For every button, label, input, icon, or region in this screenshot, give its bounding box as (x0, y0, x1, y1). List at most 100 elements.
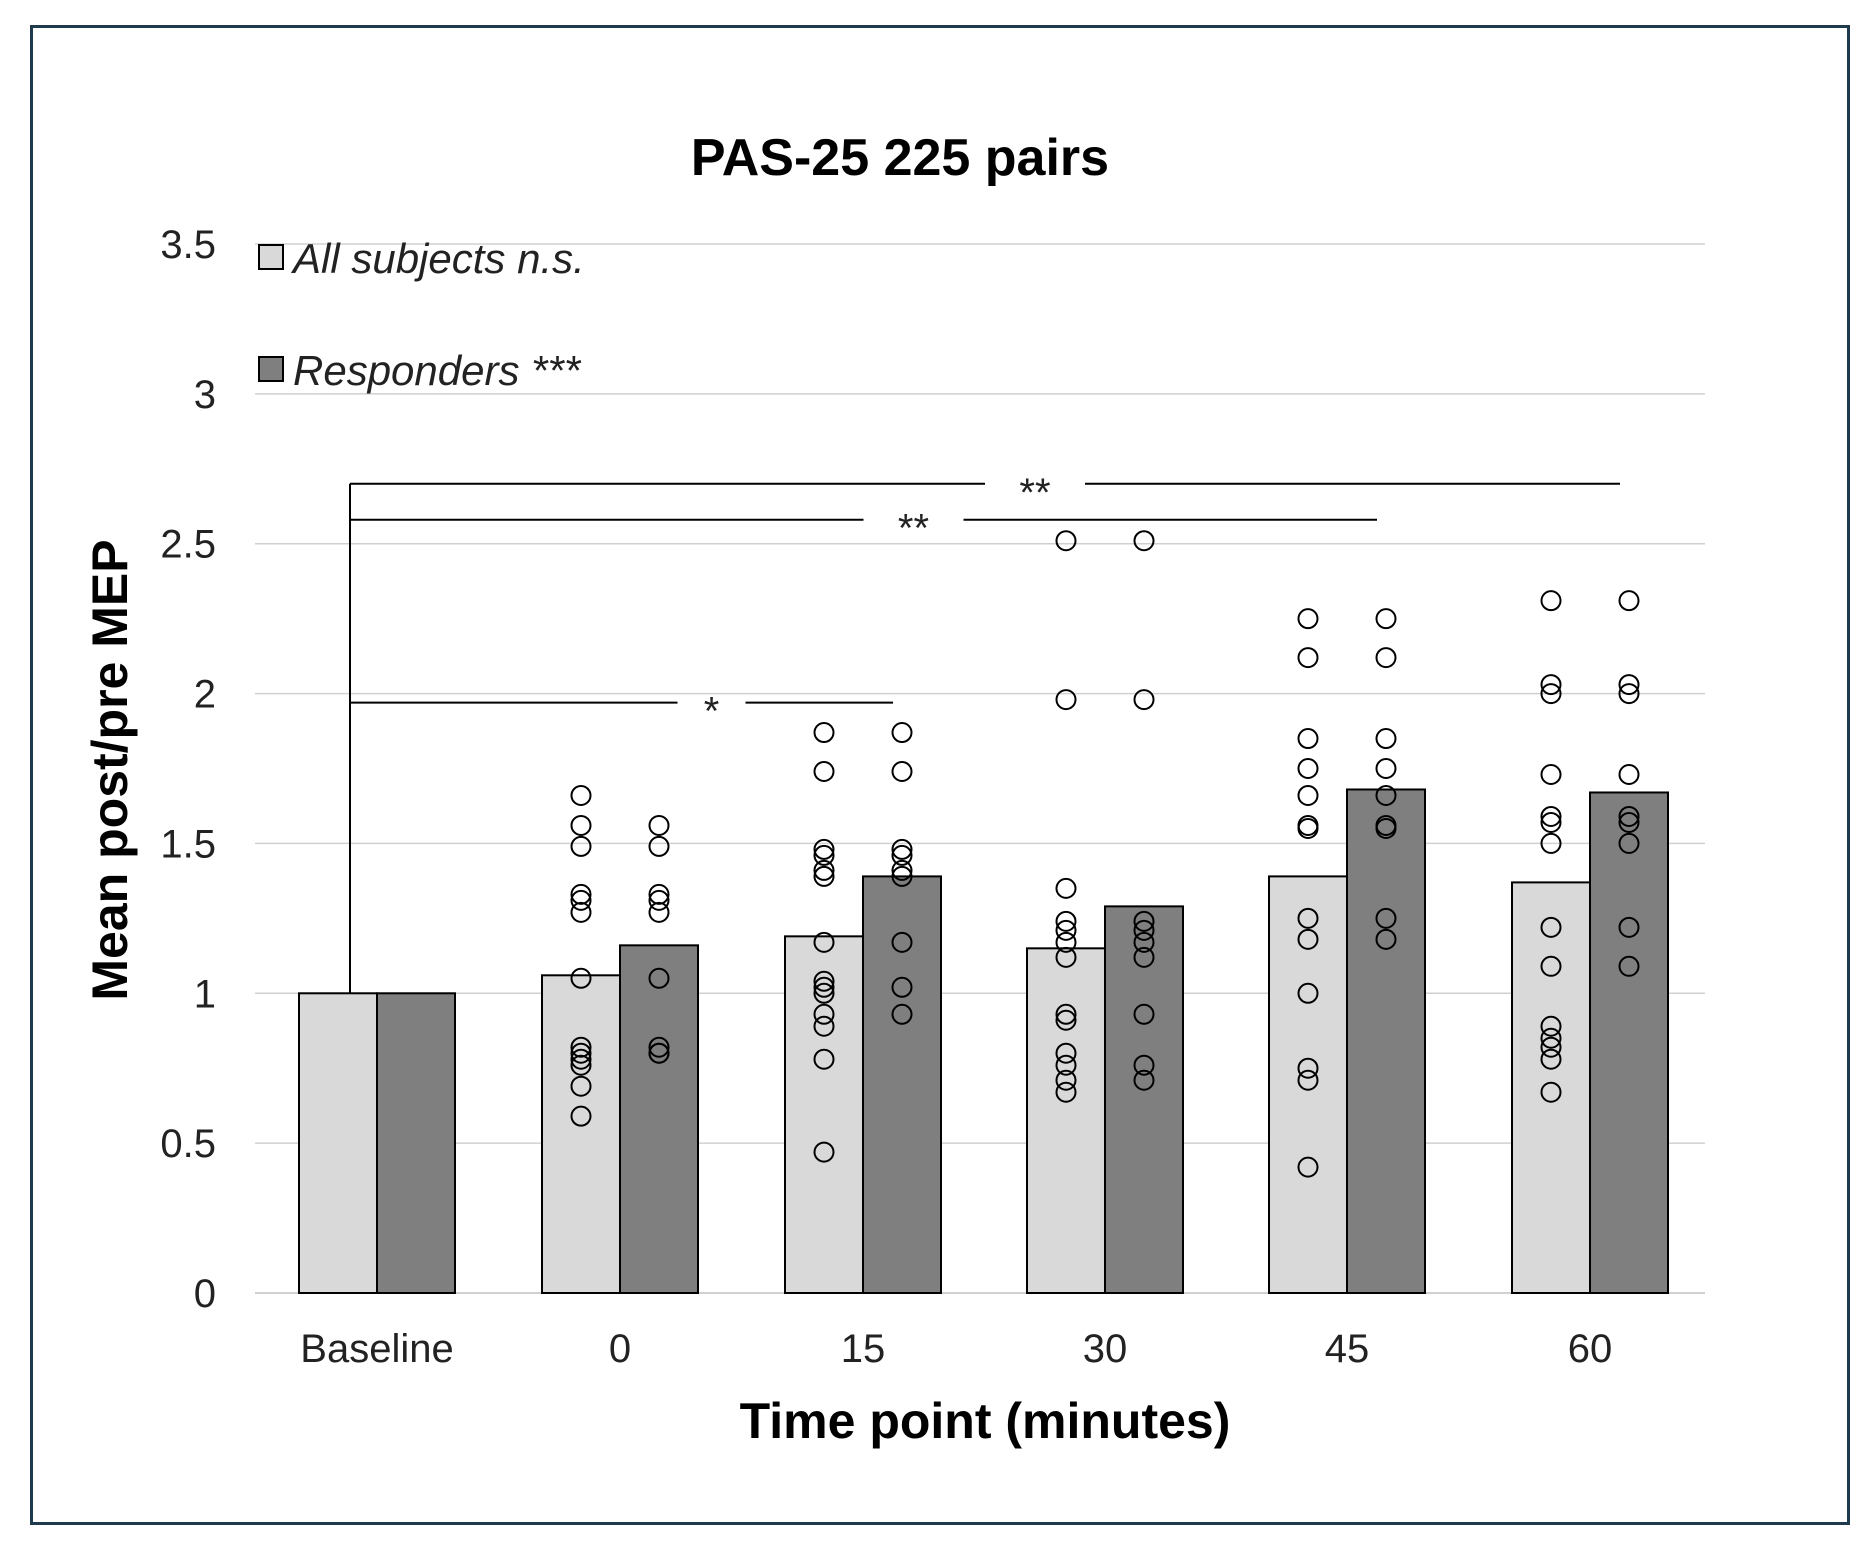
data-point (1618, 805, 1640, 827)
data-point (1540, 916, 1562, 938)
data-point (1375, 784, 1397, 806)
data-point (1055, 1054, 1077, 1076)
data-point (1297, 817, 1319, 839)
data-point (1297, 1057, 1319, 1079)
data-point (1055, 1009, 1077, 1031)
x-axis-title: Time point (minutes) (740, 1393, 1231, 1449)
data-point (1375, 728, 1397, 750)
data-point (570, 1048, 592, 1070)
data-point (1297, 1069, 1319, 1091)
figure-frame (30, 25, 1850, 1525)
data-point (570, 883, 592, 905)
y-tick-label: 3 (194, 373, 216, 417)
data-point (1540, 832, 1562, 854)
data-point (648, 901, 670, 923)
data-point (1133, 1054, 1155, 1076)
data-point (813, 1015, 835, 1037)
data-point (570, 1075, 592, 1097)
data-point (1055, 530, 1077, 552)
data-point (813, 1003, 835, 1025)
x-tick-label: 0 (609, 1327, 631, 1371)
data-point (1133, 919, 1155, 941)
data-point (1618, 916, 1640, 938)
data-point (1297, 784, 1319, 806)
data-point (1618, 590, 1640, 612)
data-point (1055, 1042, 1077, 1064)
data-point (1297, 907, 1319, 929)
data-point (648, 967, 670, 989)
data-point (1297, 928, 1319, 950)
data-point (570, 814, 592, 836)
data-point (1618, 832, 1640, 854)
data-point (891, 844, 913, 866)
y-tick-label: 0.5 (160, 1122, 216, 1166)
data-point (1297, 608, 1319, 630)
legend-label: Responders *** (293, 347, 582, 394)
data-point (1540, 1048, 1562, 1070)
data-point (813, 931, 835, 953)
data-point (1540, 955, 1562, 977)
data-point (1375, 758, 1397, 779)
bar-responders (1104, 905, 1184, 1295)
data-point (1540, 674, 1562, 696)
y-tick-label: 0 (194, 1272, 216, 1316)
data-point (813, 722, 835, 744)
bar-all-subjects (298, 992, 378, 1294)
data-point (648, 883, 670, 905)
x-tick-label: Baseline (300, 1327, 453, 1371)
data-point (1618, 811, 1640, 833)
data-point (648, 889, 670, 911)
data-point (813, 760, 835, 782)
y-tick-label: 1 (194, 972, 216, 1016)
data-point (1055, 931, 1077, 953)
bar-all-subjects (784, 935, 864, 1295)
data-point (891, 976, 913, 998)
data-point (1540, 590, 1562, 612)
significance-label: * (704, 690, 720, 734)
data-point (1618, 763, 1640, 785)
data-point (891, 931, 913, 953)
data-point (570, 1042, 592, 1064)
data-point (1133, 931, 1155, 953)
data-point (813, 982, 835, 1004)
data-point (1540, 811, 1562, 833)
data-point (1133, 1069, 1155, 1091)
x-tick-label: 15 (841, 1327, 886, 1371)
data-point (1055, 689, 1077, 711)
data-point (1540, 805, 1562, 827)
data-point (570, 967, 592, 989)
data-point (813, 976, 835, 998)
data-point (813, 844, 835, 866)
data-point (1055, 1069, 1077, 1091)
data-point (1297, 728, 1319, 750)
data-point (1133, 689, 1155, 711)
data-point (648, 814, 670, 836)
data-point (1540, 1081, 1562, 1103)
data-point (1540, 1015, 1562, 1037)
data-point (648, 1042, 670, 1064)
data-point (1540, 1027, 1562, 1049)
data-point (570, 835, 592, 857)
bar-responders (376, 992, 456, 1294)
data-point (1297, 647, 1319, 669)
data-point (813, 838, 835, 860)
data-point (1375, 907, 1397, 929)
bars (298, 788, 1669, 1295)
bar-all-subjects (541, 974, 621, 1294)
data-point (1055, 946, 1077, 968)
data-point (891, 859, 913, 881)
data-point (891, 838, 913, 860)
data-point (1540, 1036, 1562, 1058)
y-tick-label: 1.5 (160, 822, 216, 866)
x-tick-label: 30 (1083, 1327, 1128, 1371)
bar-responders (1589, 791, 1669, 1295)
y-tick-label: 2.5 (160, 523, 216, 567)
data-point (1375, 647, 1397, 669)
gridlines (255, 243, 1705, 1294)
data-point (891, 865, 913, 887)
data-point (1375, 817, 1397, 839)
bar-responders (862, 875, 942, 1294)
x-tick-label: 60 (1568, 1327, 1613, 1371)
data-point (1133, 1003, 1155, 1025)
data-point (648, 835, 670, 857)
